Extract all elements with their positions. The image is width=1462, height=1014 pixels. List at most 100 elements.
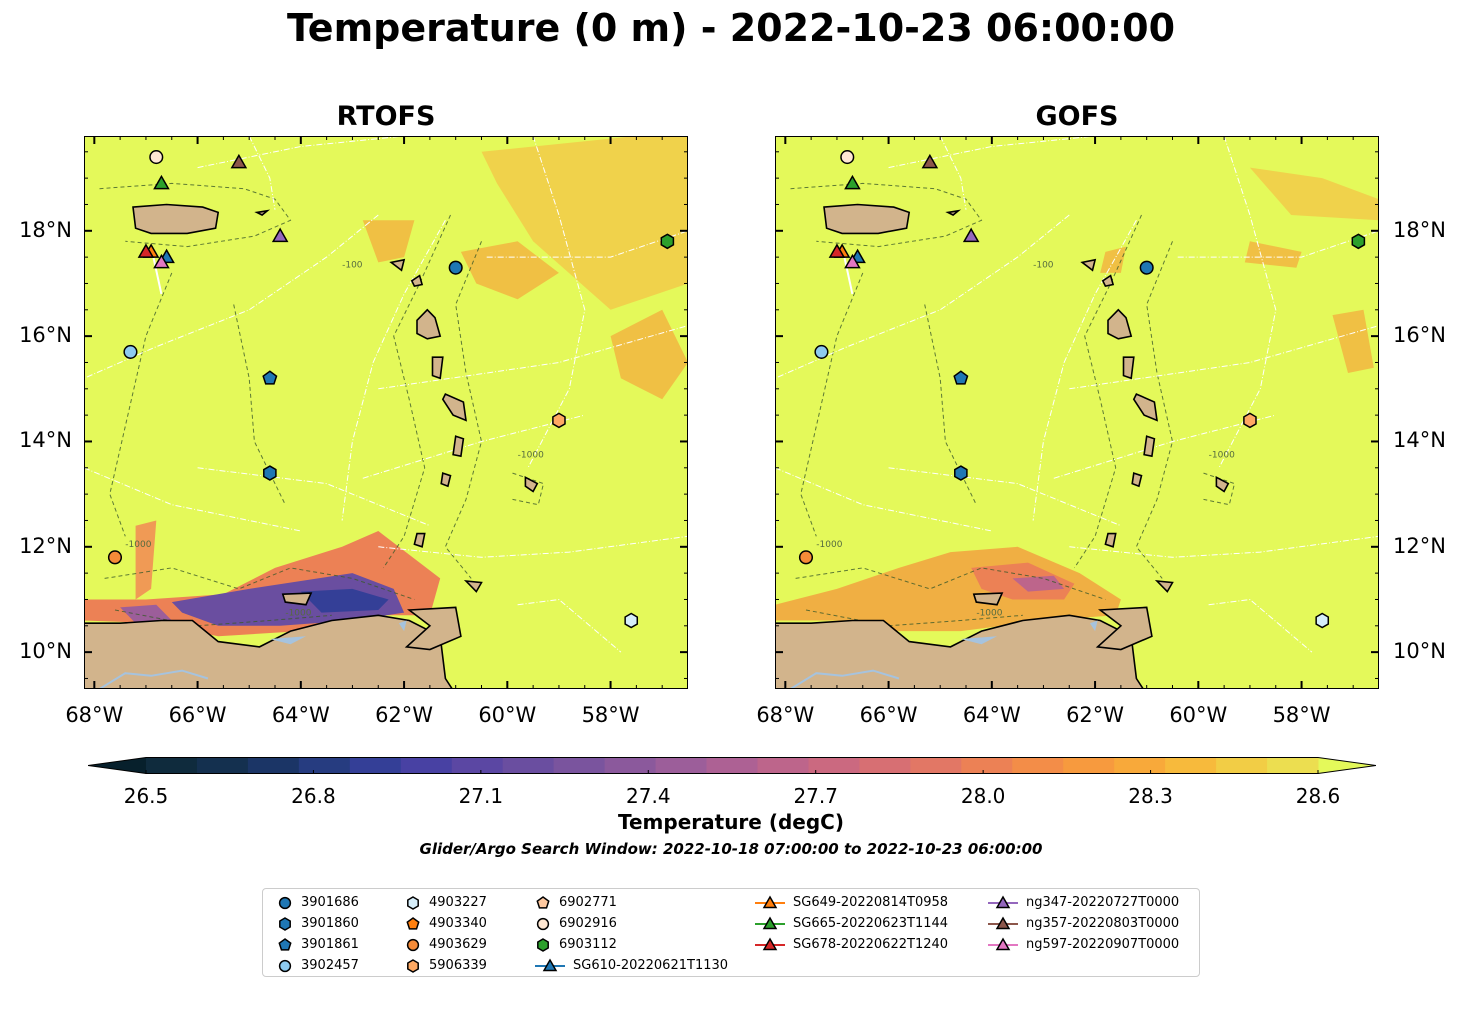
legend-item: SG649-20220814T0958 [755, 892, 948, 912]
legend-marker [406, 938, 420, 952]
eez-boundary [939, 136, 967, 210]
marker-SG665-20220623T1144 [844, 174, 861, 190]
colorbar-segment [1012, 757, 1064, 774]
legend-item: SG610-20220621T1130 [535, 955, 728, 975]
marker-ng347-20220727T0000 [271, 227, 289, 243]
marker-6903112 [1351, 233, 1366, 250]
legend-item: 6903112 [535, 934, 617, 954]
y-tick-label: 14°N [19, 428, 72, 453]
river [789, 669, 900, 689]
legend-label: SG665-20220623T1144 [793, 915, 949, 931]
marker-SG678-20220622T1240 [828, 243, 846, 258]
land-island [945, 209, 962, 216]
y-tick-label: 18°N [19, 217, 72, 242]
legend-symbol [536, 896, 550, 909]
figure-title: Temperature (0 m) - 2022-10-23 06:00:00 [286, 6, 1176, 50]
x-tick-label: 66°W [859, 703, 918, 727]
legend-symbol [278, 896, 292, 910]
y-tick-label: 12°N [1393, 533, 1446, 558]
land-island [441, 393, 467, 422]
legend-symbol [407, 896, 419, 910]
legend-marker [278, 959, 292, 973]
contour-label: -1000 [1209, 450, 1235, 460]
legend-item: 3901861 [277, 934, 359, 954]
legend-symbol [755, 895, 785, 909]
marker-ng347-20220727T0000 [962, 227, 980, 243]
marker-4903227 [624, 612, 639, 629]
bathymetry-contour [924, 304, 977, 505]
colorbar-segment [349, 757, 402, 774]
marker-ng597-20220907T0000 [153, 253, 170, 269]
legend-label: 3901860 [301, 915, 359, 931]
y-tick-label: 12°N [19, 533, 72, 558]
contour-label: -1000 [125, 540, 151, 550]
legend-item: 5906339 [405, 955, 487, 975]
legend-symbol [755, 916, 785, 930]
legend-marker [537, 938, 549, 952]
legend-marker [536, 896, 550, 909]
marker-5906339 [1243, 412, 1257, 429]
legend-item: 3901860 [277, 913, 359, 933]
map-frame [775, 136, 1379, 689]
legend-item: SG678-20220622T1240 [755, 934, 948, 954]
eez-boundary [888, 467, 1122, 527]
legend-marker [542, 958, 558, 972]
marker-3901686 [448, 260, 463, 275]
legend-marker [995, 895, 1011, 909]
legend-marker [278, 938, 292, 951]
eez-boundary [1069, 325, 1379, 390]
legend-marker [762, 895, 778, 909]
marker-4903227 [1315, 612, 1330, 629]
land-trinidad [1095, 606, 1153, 651]
land-island [524, 475, 539, 493]
eez-boundary [1053, 414, 1276, 479]
x-tick-label: 64°W [271, 703, 330, 727]
marker-6902916 [149, 150, 164, 165]
marker-3901861 [262, 370, 278, 385]
legend-label: 3901686 [301, 894, 359, 910]
panel-title-gofs: GOFS [1035, 101, 1119, 132]
x-tick-label: 58°W [1272, 703, 1331, 727]
lake [1089, 620, 1098, 632]
cold-core [1012, 575, 1065, 592]
contour-label: -100 [1033, 261, 1054, 271]
legend-item: 4903340 [405, 913, 487, 933]
land-island [1154, 579, 1174, 593]
bathymetry-contour [233, 304, 286, 505]
land-puerto-rico [823, 203, 911, 235]
bathymetry-contour [114, 609, 332, 627]
colorbar-segment [146, 757, 198, 774]
legend-label: 5906339 [429, 957, 487, 973]
land-island [1107, 308, 1133, 340]
bathymetry-contour [790, 182, 983, 248]
land-island [281, 592, 313, 606]
legend-marker [407, 959, 419, 973]
warm-patch [1100, 246, 1126, 273]
land-island [452, 435, 465, 458]
contour-label: -100 [342, 261, 363, 271]
marker-3902457 [814, 344, 829, 359]
colorbar-segment [1114, 757, 1166, 774]
land-island [440, 472, 452, 488]
eez-boundary [362, 414, 585, 479]
legend-marker [407, 896, 419, 910]
marker-ng357-20220803T0000 [921, 153, 939, 169]
colorbar-segment [655, 757, 708, 774]
colorbar-extend-low [88, 757, 146, 774]
colorbar-segment [910, 757, 962, 774]
warm-patch [1244, 241, 1302, 268]
marker-3901861 [953, 370, 969, 385]
land-island [254, 209, 271, 216]
legend-symbol [278, 959, 292, 973]
marker-SG665-20220623T1144 [153, 174, 170, 190]
y-tick-label: 10°N [1393, 639, 1446, 664]
cold-core [300, 588, 389, 613]
legend-symbol [407, 959, 419, 973]
gofs-map: -1000 -1000 -1000 -100 [775, 136, 1379, 689]
legend-item: 4903227 [405, 892, 487, 912]
legend-symbol [406, 938, 420, 952]
colorbar-segment [1216, 757, 1268, 774]
legend-marker [762, 937, 778, 951]
rtofs-map: -1000 -1000 -1000 -100 [84, 136, 688, 689]
legend-label: SG610-20220621T1130 [573, 957, 729, 973]
